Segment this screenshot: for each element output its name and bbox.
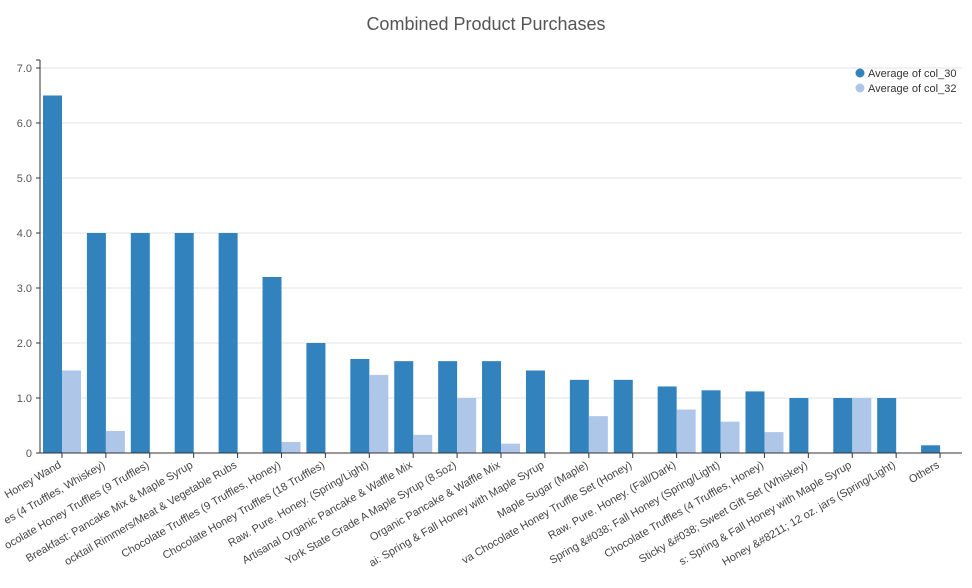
- bar-series-1: [218, 233, 238, 453]
- bar-series-2: [413, 434, 433, 453]
- bar-series-2: [852, 398, 872, 453]
- bars: [43, 95, 941, 453]
- y-tick-label: 0: [26, 448, 32, 460]
- bar-series-1: [86, 233, 106, 453]
- bar-series-1: [482, 361, 502, 453]
- bar-series-2: [764, 432, 784, 453]
- legend-label-series-2: Average of col_32: [868, 83, 956, 95]
- bar-series-1: [613, 379, 633, 453]
- chart-title: Combined Product Purchases: [366, 14, 605, 34]
- bar-series-1: [43, 95, 62, 453]
- legend-marker-series-2: [855, 83, 865, 93]
- y-tick-label: 7.0: [17, 63, 32, 75]
- bar-series-2: [501, 443, 521, 453]
- bar-series-1: [789, 398, 809, 453]
- bar-series-1: [701, 390, 721, 453]
- bar-series-1: [130, 233, 150, 453]
- bar-series-1: [350, 358, 370, 453]
- y-axis: 0 1.0 2.0 3.0 4.0 5.0 6.0 7.0: [17, 59, 41, 460]
- legend-item-series-1[interactable]: Average of col_30: [855, 68, 957, 80]
- bar-series-1: [745, 391, 765, 453]
- bar-series-1: [569, 379, 589, 453]
- bar-series-1: [262, 277, 282, 453]
- bar-series-2: [281, 442, 301, 453]
- y-tick-label: 3.0: [17, 283, 32, 295]
- y-tick-label: 4.0: [17, 228, 32, 240]
- legend: Average of col_30 Average of col_32: [855, 68, 957, 95]
- bar-series-2: [720, 421, 740, 453]
- bar-series-1: [394, 361, 414, 453]
- bar-series-1: [657, 386, 677, 453]
- y-tick-label: 6.0: [17, 118, 32, 130]
- bar-series-2: [676, 409, 696, 453]
- bar-series-1: [833, 398, 853, 453]
- bar-series-1: [306, 343, 326, 453]
- bar-series-1: [877, 398, 897, 453]
- y-tick-label: 2.0: [17, 338, 32, 350]
- bar-series-2: [105, 431, 125, 453]
- legend-item-series-2[interactable]: Average of col_32: [855, 83, 957, 95]
- legend-label-series-1: Average of col_30: [868, 68, 956, 80]
- bar-series-1: [438, 361, 458, 453]
- bar-series-2: [457, 398, 477, 453]
- bar-series-1: [174, 233, 194, 453]
- legend-marker-series-1: [855, 68, 865, 78]
- bar-series-2: [588, 416, 608, 453]
- y-tick-label: 1.0: [17, 393, 32, 405]
- bar-series-1: [921, 445, 941, 453]
- bar-series-2: [62, 370, 81, 453]
- bar-series-2: [369, 374, 389, 453]
- y-tick-label: 5.0: [17, 173, 32, 185]
- bar-series-1: [525, 370, 545, 453]
- x-tick-label: Others: [907, 459, 942, 486]
